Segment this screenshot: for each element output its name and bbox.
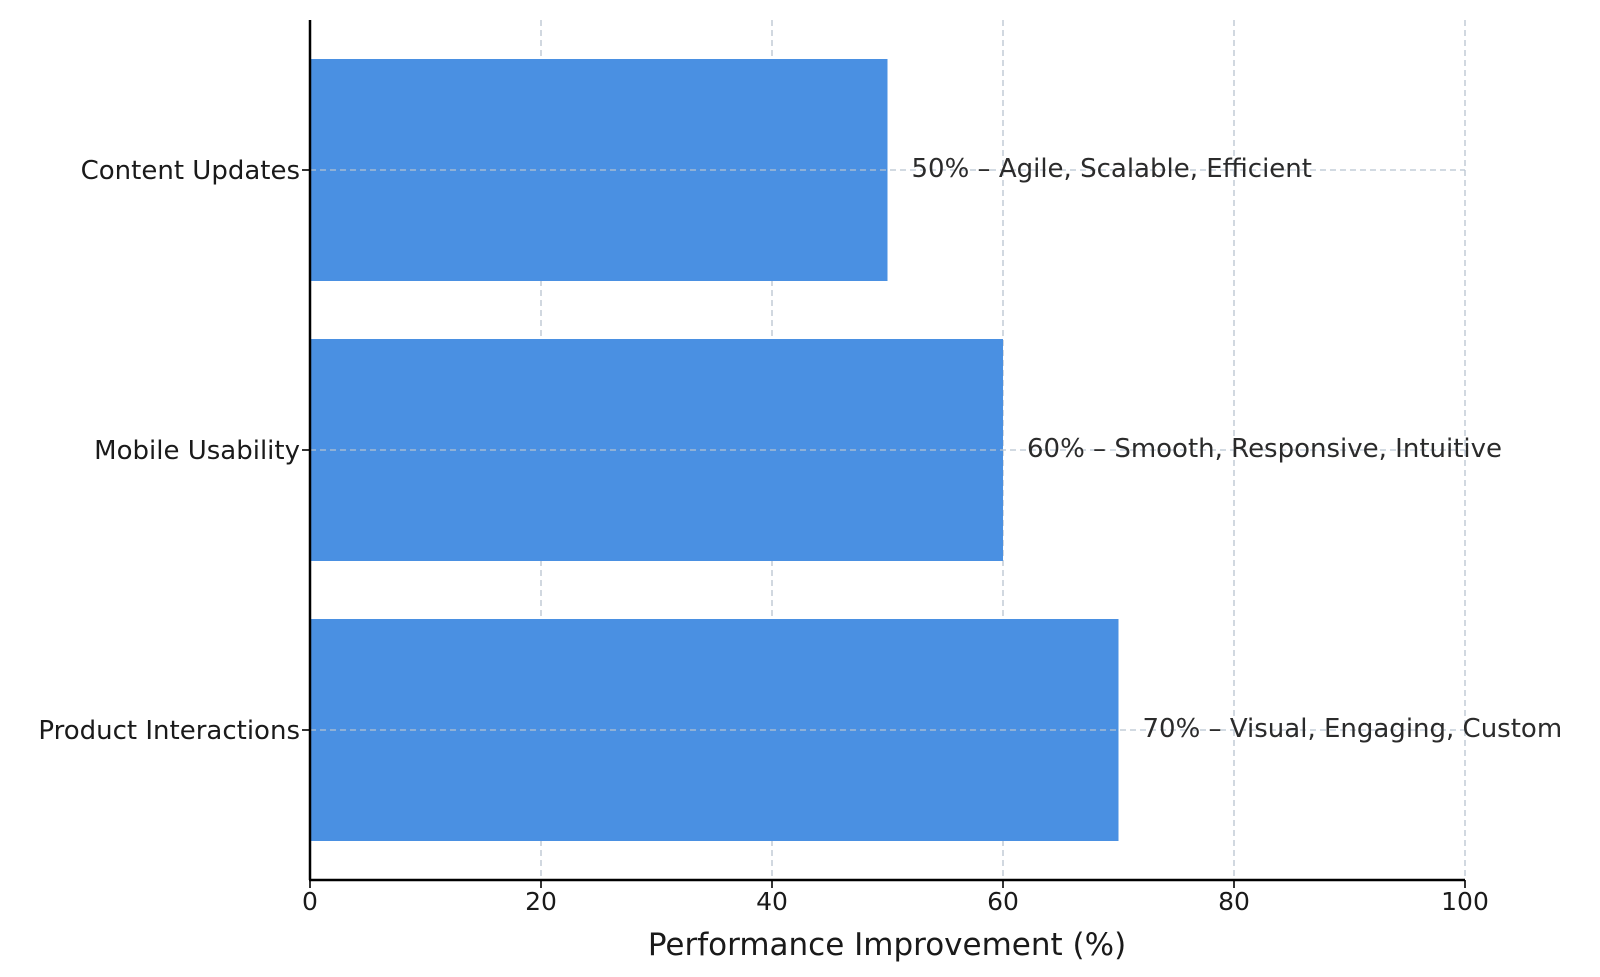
x-axis-title: Performance Improvement (%) — [648, 927, 1126, 963]
bar-value-label: 50% – Agile, Scalable, Efficient — [912, 154, 1312, 184]
category-label: Mobile Usability — [94, 436, 300, 466]
x-tick-label: 80 — [1218, 887, 1250, 916]
x-tick-label: 100 — [1441, 887, 1489, 916]
x-tick-label: 20 — [525, 887, 557, 916]
x-tick-label: 40 — [756, 887, 788, 916]
bar-value-label: 60% – Smooth, Responsive, Intuitive — [1027, 434, 1502, 464]
bar-value-label: 70% – Visual, Engaging, Custom — [1143, 714, 1563, 744]
x-tick-label: 60 — [987, 887, 1019, 916]
category-label: Product Interactions — [38, 716, 300, 746]
category-label: Content Updates — [81, 156, 300, 186]
x-tick-label: 0 — [302, 887, 318, 916]
